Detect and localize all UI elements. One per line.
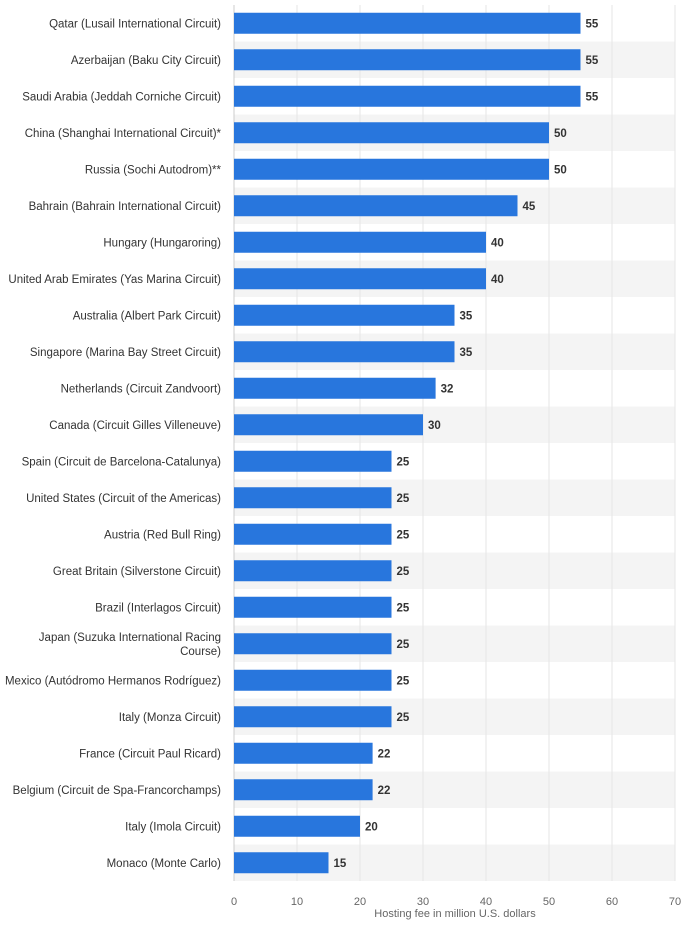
- value-label: 25: [397, 493, 410, 505]
- bar: [234, 450, 392, 472]
- bar: [234, 742, 373, 764]
- value-label: 45: [523, 201, 536, 213]
- value-label: 40: [491, 237, 504, 249]
- category-label: Hungary (Hungaroring): [103, 237, 221, 249]
- bars: [234, 12, 581, 874]
- bar: [234, 85, 581, 107]
- category-label: France (Circuit Paul Ricard): [79, 748, 221, 760]
- value-label: 15: [334, 858, 347, 870]
- bar: [234, 633, 392, 655]
- bar: [234, 268, 486, 290]
- bar: [234, 231, 486, 253]
- bar: [234, 669, 392, 691]
- category-label: Singapore (Marina Bay Street Circuit): [30, 347, 221, 359]
- value-label: 55: [586, 18, 599, 30]
- category-label: Italy (Imola Circuit): [125, 821, 221, 833]
- bar: [234, 523, 392, 545]
- x-tick-label: 30: [417, 896, 429, 908]
- category-label: Italy (Monza Circuit): [119, 712, 221, 724]
- value-label: 25: [397, 566, 410, 578]
- value-label: 25: [397, 602, 410, 614]
- value-label: 55: [586, 55, 599, 67]
- value-label: 30: [428, 420, 441, 432]
- category-label: China (Shanghai International Circuit)*: [25, 128, 222, 140]
- x-tick-label: 20: [354, 896, 366, 908]
- value-label: 20: [365, 821, 378, 833]
- x-tick-label: 10: [291, 896, 303, 908]
- bar: [234, 596, 392, 618]
- x-axis-ticks: 0 10 20 30 40 50 60 70: [231, 896, 681, 908]
- value-label: 35: [460, 310, 473, 322]
- bar: [234, 122, 549, 144]
- value-label: 55: [586, 91, 599, 103]
- x-axis-title: Hosting fee in million U.S. dollars: [374, 908, 536, 920]
- category-label: Australia (Albert Park Circuit): [73, 310, 221, 322]
- bar: [234, 377, 436, 399]
- category-label: Bahrain (Bahrain International Circuit): [29, 201, 222, 213]
- bar: [234, 487, 392, 509]
- value-label: 25: [397, 639, 410, 651]
- category-label: Great Britain (Silverstone Circuit): [53, 566, 221, 578]
- category-label: Monaco (Monte Carlo): [107, 858, 222, 870]
- category-label: Netherlands (Circuit Zandvoort): [61, 383, 222, 395]
- value-label: 35: [460, 347, 473, 359]
- value-label: 25: [397, 712, 410, 724]
- bar: [234, 706, 392, 728]
- category-label: Japan (Suzuka International Racing Course…: [39, 632, 221, 658]
- value-label: 32: [441, 383, 454, 395]
- value-label: 50: [554, 128, 567, 140]
- category-label: Austria (Red Bull Ring): [104, 529, 221, 541]
- value-label: 25: [397, 529, 410, 541]
- x-tick-label: 50: [543, 896, 555, 908]
- bar: [234, 158, 549, 180]
- bar: [234, 341, 455, 363]
- bar: [234, 414, 423, 436]
- bar: [234, 49, 581, 71]
- x-tick-label: 0: [231, 896, 237, 908]
- bar: [234, 560, 392, 582]
- category-labels: Qatar (Lusail International Circuit) Azer…: [5, 18, 222, 870]
- category-label: Russia (Sochi Autodrom)**: [85, 164, 222, 176]
- bar: [234, 12, 581, 34]
- gridlines: [233, 5, 676, 881]
- category-label: Belgium (Circuit de Spa-Francorchamps): [13, 785, 222, 797]
- x-tick-label: 60: [606, 896, 618, 908]
- category-label: Saudi Arabia (Jeddah Corniche Circuit): [22, 91, 221, 103]
- bar: [234, 195, 518, 217]
- value-label: 22: [378, 748, 391, 760]
- value-label: 40: [491, 274, 504, 286]
- x-tick-label: 70: [669, 896, 681, 908]
- value-label: 50: [554, 164, 567, 176]
- category-label: Mexico (Autódromo Hermanos Rodríguez): [5, 675, 221, 687]
- bar: [234, 779, 373, 801]
- value-label: 25: [397, 675, 410, 687]
- x-tick-label: 40: [480, 896, 492, 908]
- category-label: Azerbaijan (Baku City Circuit): [71, 55, 221, 67]
- value-label: 22: [378, 785, 391, 797]
- category-label: Canada (Circuit Gilles Villeneuve): [49, 420, 221, 432]
- category-label: Brazil (Interlagos Circuit): [95, 602, 221, 614]
- category-label: United States (Circuit of the Americas): [26, 493, 221, 505]
- category-label: Qatar (Lusail International Circuit): [49, 18, 221, 30]
- bar: [234, 815, 360, 837]
- category-label: Spain (Circuit de Barcelona-Catalunya): [22, 456, 222, 468]
- bar: [234, 852, 329, 874]
- bar: [234, 304, 455, 326]
- category-label: United Arab Emirates (Yas Marina Circuit…: [8, 274, 221, 286]
- value-label: 25: [397, 456, 410, 468]
- value-labels: 55 55 55 50 50 45 40 40 35 35 32 30 25 25 25 25 25 25 25 25…: [334, 18, 599, 870]
